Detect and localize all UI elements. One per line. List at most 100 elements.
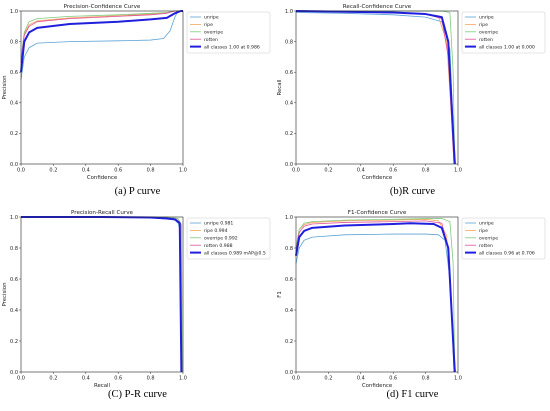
y-tick-label: 0.2 <box>10 131 18 137</box>
y-tick-label: 0.8 <box>10 246 18 252</box>
x-tick-label: 0.0 <box>292 376 300 382</box>
series-line <box>295 218 455 373</box>
y-tick-label: 0.6 <box>285 70 293 76</box>
plot-frame <box>295 10 459 165</box>
series-line <box>295 10 456 165</box>
x-tick-label: 0.4 <box>82 168 90 174</box>
legend-label: ripe <box>204 22 213 28</box>
series-line <box>21 216 183 373</box>
x-tick-label: 0.6 <box>389 376 397 382</box>
precision-confidence-chart: Precision-Confidence Curve 0.0 0.2 0.4 0.6 0.… <box>2 4 271 181</box>
y-tick-label: 1.0 <box>285 215 293 221</box>
series-line <box>20 10 183 64</box>
y-tick-label: 0.2 <box>285 339 293 345</box>
x-tick-label: 0.8 <box>422 376 430 382</box>
y-axis-label: F1 <box>277 291 283 298</box>
x-tick-label: 1.0 <box>179 376 187 382</box>
f1-confidence-chart: F1-Confidence Curve 0.0 0.2 0.4 0.6 0.8 1.0 0.0… <box>277 210 546 389</box>
x-tick-label: 0.0 <box>17 376 25 382</box>
series-line <box>295 10 455 165</box>
y-tick-label: 0.4 <box>10 308 18 314</box>
series-line <box>21 216 182 373</box>
x-tick-label: 0.0 <box>292 168 300 174</box>
x-tick-label: 0.8 <box>147 168 155 174</box>
plot-frame <box>20 216 184 373</box>
legend-box <box>186 217 271 260</box>
series-line <box>20 10 183 80</box>
y-tick-label: 0.8 <box>285 39 293 45</box>
series-line <box>295 233 456 373</box>
legend-label: ripe <box>479 228 488 234</box>
series-line <box>295 220 455 373</box>
plot-frame <box>295 216 459 373</box>
y-axis-label: Recall <box>277 79 283 95</box>
series-line <box>295 10 455 165</box>
legend-box <box>461 217 546 260</box>
y-tick-label: 0.6 <box>10 70 18 76</box>
caption-b: (b)R curve <box>389 186 436 197</box>
series-line <box>21 216 183 373</box>
legend-box <box>461 11 546 54</box>
y-tick-label: 0.2 <box>10 339 18 345</box>
precision-confidence-panel: Precision-Confidence Curve 0.0 0.2 0.4 0.6 0.… <box>0 0 275 205</box>
x-axis-label: Recall <box>94 383 110 389</box>
x-tick-label: 0.2 <box>49 168 57 174</box>
precision-recall-panel: Precision-Recall Curve 0.0 0.2 0.4 0.6 0.8 1.0… <box>0 206 275 411</box>
series-line <box>21 216 182 373</box>
legend-label: ripe 0.994 <box>204 228 228 234</box>
series-line <box>21 216 182 373</box>
legend-label: unripe <box>479 221 494 227</box>
x-tick-label: 0.2 <box>324 168 332 174</box>
legend-label: rotten <box>204 37 218 43</box>
chart-title: Precision-Confidence Curve <box>64 4 141 10</box>
caption-d: (d) F1 curve <box>386 389 439 400</box>
legend-label: overripe 0.992 <box>204 236 238 242</box>
legend-label: rotten 0.988 <box>204 243 233 249</box>
recall-confidence-chart: Recall-Confidence Curve 0.0 0.2 0.4 0.6 0.8 1.… <box>277 4 546 181</box>
y-tick-label: 0.0 <box>285 162 293 168</box>
x-tick-label: 0.2 <box>324 376 332 382</box>
legend-label: ripe <box>479 22 488 28</box>
y-axis-label: Precision <box>2 75 8 99</box>
legend-label: all classes 1.00 at 0.000 <box>479 44 535 50</box>
legend-label: all classes 1.00 at 0.986 <box>204 44 260 50</box>
y-tick-label: 0.8 <box>10 39 18 45</box>
series-line <box>295 12 456 165</box>
legend-label: overripe <box>479 236 498 242</box>
caption-c: (C) P-R curve <box>108 389 167 400</box>
chart-title: Precision-Recall Curve <box>71 210 134 216</box>
y-tick-label: 0.0 <box>285 370 293 376</box>
precision-recall-chart: Precision-Recall Curve 0.0 0.2 0.4 0.6 0.8 1.0… <box>2 210 271 389</box>
y-tick-label: 0.0 <box>10 370 18 376</box>
y-tick-label: 1.0 <box>10 9 18 15</box>
y-tick-label: 0.4 <box>10 101 18 107</box>
series-line <box>20 10 183 73</box>
x-tick-label: 0.2 <box>49 376 57 382</box>
f1-confidence-panel: F1-Confidence Curve 0.0 0.2 0.4 0.6 0.8 1.0 0.0… <box>275 206 550 411</box>
x-tick-label: 0.4 <box>357 376 365 382</box>
legend-label: overripe <box>479 30 498 36</box>
legend-label: overripe <box>204 30 223 36</box>
series-line <box>295 218 456 373</box>
legend-label: unripe <box>204 15 219 21</box>
chart-title: Recall-Confidence Curve <box>343 4 412 10</box>
x-axis-label: Confidence <box>87 175 118 181</box>
x-tick-label: 0.4 <box>82 376 90 382</box>
y-tick-label: 0.6 <box>10 277 18 283</box>
recall-confidence-panel: Recall-Confidence Curve 0.0 0.2 0.4 0.6 0.8 1.… <box>275 0 550 205</box>
chart-title: F1-Confidence Curve <box>348 210 407 216</box>
x-tick-label: 0.0 <box>17 168 25 174</box>
legend-box <box>186 11 271 54</box>
y-tick-label: 1.0 <box>10 215 18 221</box>
x-tick-label: 0.4 <box>357 168 365 174</box>
legend-label: rotten <box>479 37 493 43</box>
x-tick-label: 0.6 <box>114 376 122 382</box>
legend-label: rotten <box>479 243 493 249</box>
y-axis-label: Precision <box>2 282 8 306</box>
x-tick-label: 0.6 <box>389 168 397 174</box>
x-tick-label: 1.0 <box>179 168 187 174</box>
y-tick-label: 0.6 <box>285 277 293 283</box>
plot-frame <box>20 10 184 165</box>
x-tick-label: 0.6 <box>114 168 122 174</box>
x-tick-label: 1.0 <box>454 376 462 382</box>
